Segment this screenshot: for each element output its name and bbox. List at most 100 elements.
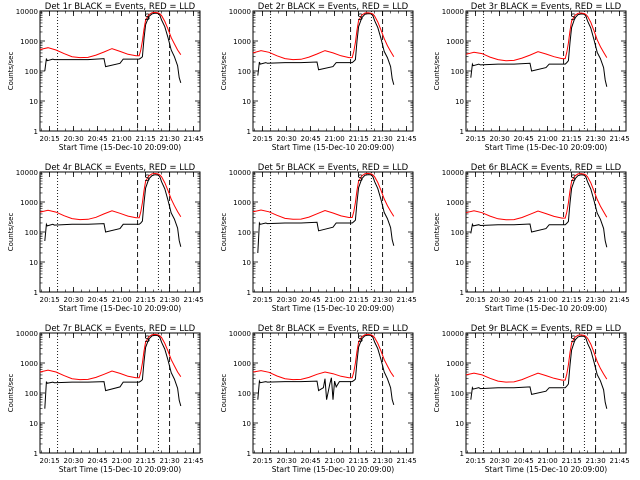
x-tick-label: 20:45 [88,135,108,143]
y-axis: 1 10 100 1000 10000 [442,8,626,136]
y-tick-label: 100 [25,68,38,76]
x-tick-label: 20:30 [490,135,510,143]
panel-title: Det 7r BLACK = Events, RED = LLD [45,324,196,334]
y-tick-label: 1000 [20,199,38,207]
x-tick-label: 20:45 [301,135,321,143]
x-tick-label: 20:15 [466,296,486,304]
series-line-events [44,12,182,84]
y-tick-label: 10 [29,98,38,106]
peak-annotation: S [570,13,576,23]
series-line-lld [252,12,395,61]
peak-annotation: S [144,13,150,23]
x-tick-label: 21:45 [397,457,417,465]
y-axis-label: Counts/sec [7,52,15,91]
x-tick-label: 20:15 [253,135,273,143]
panel-title: Det 6r BLACK = Events, RED = LLD [471,163,622,173]
y-tick-label: 1 [247,289,251,297]
series-line-events [257,334,395,406]
panel-title: Det 1r BLACK = Events, RED = LLD [45,2,196,12]
x-tick-label: 21:30 [586,296,606,304]
y-tick-label: 1 [460,128,464,136]
y-tick-label: 1 [460,289,464,297]
y-tick-label: 1000 [233,360,251,368]
series-line-lld [252,172,395,220]
x-tick-label: 20:45 [88,457,108,465]
series-line-events [44,174,182,247]
x-tick-label: 20:30 [277,457,297,465]
x-tick-label: 21:30 [160,296,180,304]
x-tick-label: 21:30 [160,135,180,143]
series-line-events [470,174,608,248]
series-line-lld [465,334,608,383]
y-tick-label: 10000 [229,169,251,177]
x-tick-label: 21:15 [562,296,582,304]
x-tick-label: 21:30 [586,457,606,465]
panel-det-7r: Det 7r BLACK = Events, RED = LLD 1 10 100 10… [7,324,204,474]
x-tick-label: 20:30 [64,296,84,304]
x-tick-label: 21:30 [160,457,180,465]
y-axis-label: Counts/sec [433,213,441,252]
x-axis: 20:15 20:30 20:45 21:00 21:15 21:30 21:45 [40,333,204,465]
series-line-events [470,335,608,409]
x-tick-label: 21:45 [184,135,204,143]
x-axis: 20:15 20:30 20:45 21:00 21:15 21:30 21:45 [253,172,417,304]
x-tick-label: 20:45 [514,135,534,143]
x-axis-label: Start Time (15-Dec-10 20:09:00) [272,304,394,313]
x-tick-label: 21:30 [373,457,393,465]
x-tick-label: 21:00 [538,457,558,465]
x-axis: 20:15 20:30 20:45 21:00 21:15 21:30 21:45 [466,11,630,143]
x-tick-label: 20:30 [490,457,510,465]
plot-frame [252,10,414,132]
panel-det-5r: Det 5r BLACK = Events, RED = LLD 1 10 100 10… [220,163,417,313]
x-tick-label: 21:15 [136,457,156,465]
y-tick-label: 100 [451,68,464,76]
y-tick-label: 1000 [233,199,251,207]
x-tick-label: 20:45 [514,457,534,465]
x-tick-label: 20:15 [40,457,60,465]
series-line-lld [252,333,395,381]
x-tick-label: 20:15 [466,135,486,143]
x-tick-label: 21:30 [586,135,606,143]
plot-frame [39,10,201,132]
y-tick-label: 100 [25,229,38,237]
panel-title: Det 5r BLACK = Events, RED = LLD [258,163,409,173]
x-axis: 20:15 20:30 20:45 21:00 21:15 21:30 21:45 [466,172,630,304]
x-tick-label: 21:00 [112,296,132,304]
y-tick-label: 1 [34,289,38,297]
plot-frame [39,332,201,454]
x-axis-label: Start Time (15-Dec-10 20:09:00) [272,465,394,474]
x-tick-label: 21:30 [373,296,393,304]
y-tick-label: 1 [34,128,38,136]
x-tick-label: 21:45 [610,457,630,465]
x-tick-label: 20:30 [277,296,297,304]
x-axis-label: Start Time (15-Dec-10 20:09:00) [59,143,181,152]
x-tick-label: 21:15 [136,296,156,304]
y-axis: 1 10 100 1000 10000 [442,169,626,297]
series-line-lld [465,173,608,221]
y-tick-label: 1 [247,450,251,458]
peak-annotation: S [144,335,150,345]
y-tick-label: 10 [29,259,38,267]
plot-frame [465,332,627,454]
panel-title: Det 4r BLACK = Events, RED = LLD [45,163,196,173]
x-axis-label: Start Time (15-Dec-10 20:09:00) [59,465,181,474]
x-tick-label: 20:45 [301,457,321,465]
series-line-lld [39,11,182,59]
plot-frame [252,171,414,293]
y-axis-label: Counts/sec [220,213,228,252]
peak-annotation: S [570,335,576,345]
y-axis: 1 10 100 1000 10000 [16,169,200,297]
x-tick-label: 21:15 [349,296,369,304]
x-axis-label: Start Time (15-Dec-10 20:09:00) [485,143,607,152]
y-tick-label: 10000 [229,8,251,16]
plot-frame [465,10,627,132]
y-tick-label: 100 [238,229,251,237]
y-axis-label: Counts/sec [433,52,441,91]
y-axis-label: Counts/sec [220,52,228,91]
x-tick-label: 20:15 [466,457,486,465]
x-tick-label: 21:15 [136,135,156,143]
y-axis: 1 10 100 1000 10000 [16,330,200,458]
x-axis: 20:15 20:30 20:45 21:00 21:15 21:30 21:45 [40,11,204,143]
series-line-events [257,174,395,254]
